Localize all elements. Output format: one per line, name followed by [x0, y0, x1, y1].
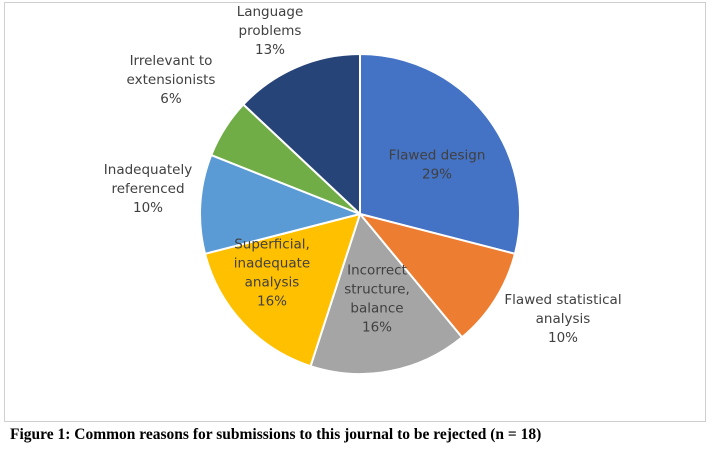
pie-label-line: Flawed statistical	[504, 292, 621, 308]
pie-labels: Flawed design 29% Flawed statistical analys…	[104, 4, 622, 346]
figure-caption: Figure 1: Common reasons for submissions…	[10, 426, 542, 443]
pie-label-line: structure,	[344, 282, 410, 298]
pie-label-irrelevant-to-extensionists: Irrelevant to extensionists 6%	[127, 53, 216, 107]
pie-label-line: Irrelevant to	[130, 53, 213, 69]
chart-frame: Flawed design 29% Flawed statistical analys…	[4, 2, 706, 422]
pie-label-percent: 13%	[255, 42, 285, 58]
pie-label-flawed-statistical-analysis: Flawed statistical analysis 10%	[504, 292, 621, 346]
pie-slice-language-problems	[242, 53, 361, 215]
pie-label-line: Flawed design	[389, 148, 486, 164]
pie-label-percent: 6%	[160, 91, 182, 107]
pie-label-percent: 10%	[548, 330, 578, 346]
pie-label-line: Incorrect	[347, 263, 407, 279]
pie-label-line: problems	[239, 23, 302, 39]
pie-label-percent: 16%	[257, 294, 287, 310]
pie-label-line: Inadequately	[104, 162, 192, 178]
pie-label-line: inadequate	[234, 256, 310, 272]
pie-label-line: balance	[350, 301, 403, 317]
pie-label-line: Superficial,	[234, 237, 310, 253]
pie-label-line: referenced	[111, 181, 184, 197]
pie-label-line: analysis	[536, 311, 591, 327]
pie-label-line: extensionists	[127, 72, 216, 88]
pie-label-percent: 29%	[422, 167, 452, 183]
pie-label-inadequately-referenced: Inadequately referenced 10%	[104, 162, 192, 216]
pie-slices	[199, 53, 521, 375]
pie-slice-incorrect-structure-balance	[309, 213, 463, 375]
pie-label-superficial-inadequate-analysis: Superficial, inadequate analysis 16%	[234, 237, 310, 310]
pie-label-line: Language	[237, 4, 304, 20]
pie-label-incorrect-structure-balance: Incorrect structure, balance 16%	[344, 263, 410, 336]
pie-label-flawed-design: Flawed design 29%	[389, 148, 486, 183]
pie-label-language-problems: Language problems 13%	[237, 4, 304, 58]
pie-chart: Flawed design 29% Flawed statistical analys…	[104, 4, 622, 375]
pie-label-percent: 10%	[133, 200, 163, 216]
pie-slice-flawed-design	[359, 53, 521, 255]
pie-label-percent: 16%	[362, 320, 392, 336]
pie-slice-flawed-statistical-analysis	[359, 213, 516, 339]
pie-label-line: analysis	[245, 275, 300, 291]
pie-slice-superficial-inadequate-analysis	[204, 213, 361, 368]
pie-slice-inadequately-referenced	[199, 154, 361, 255]
